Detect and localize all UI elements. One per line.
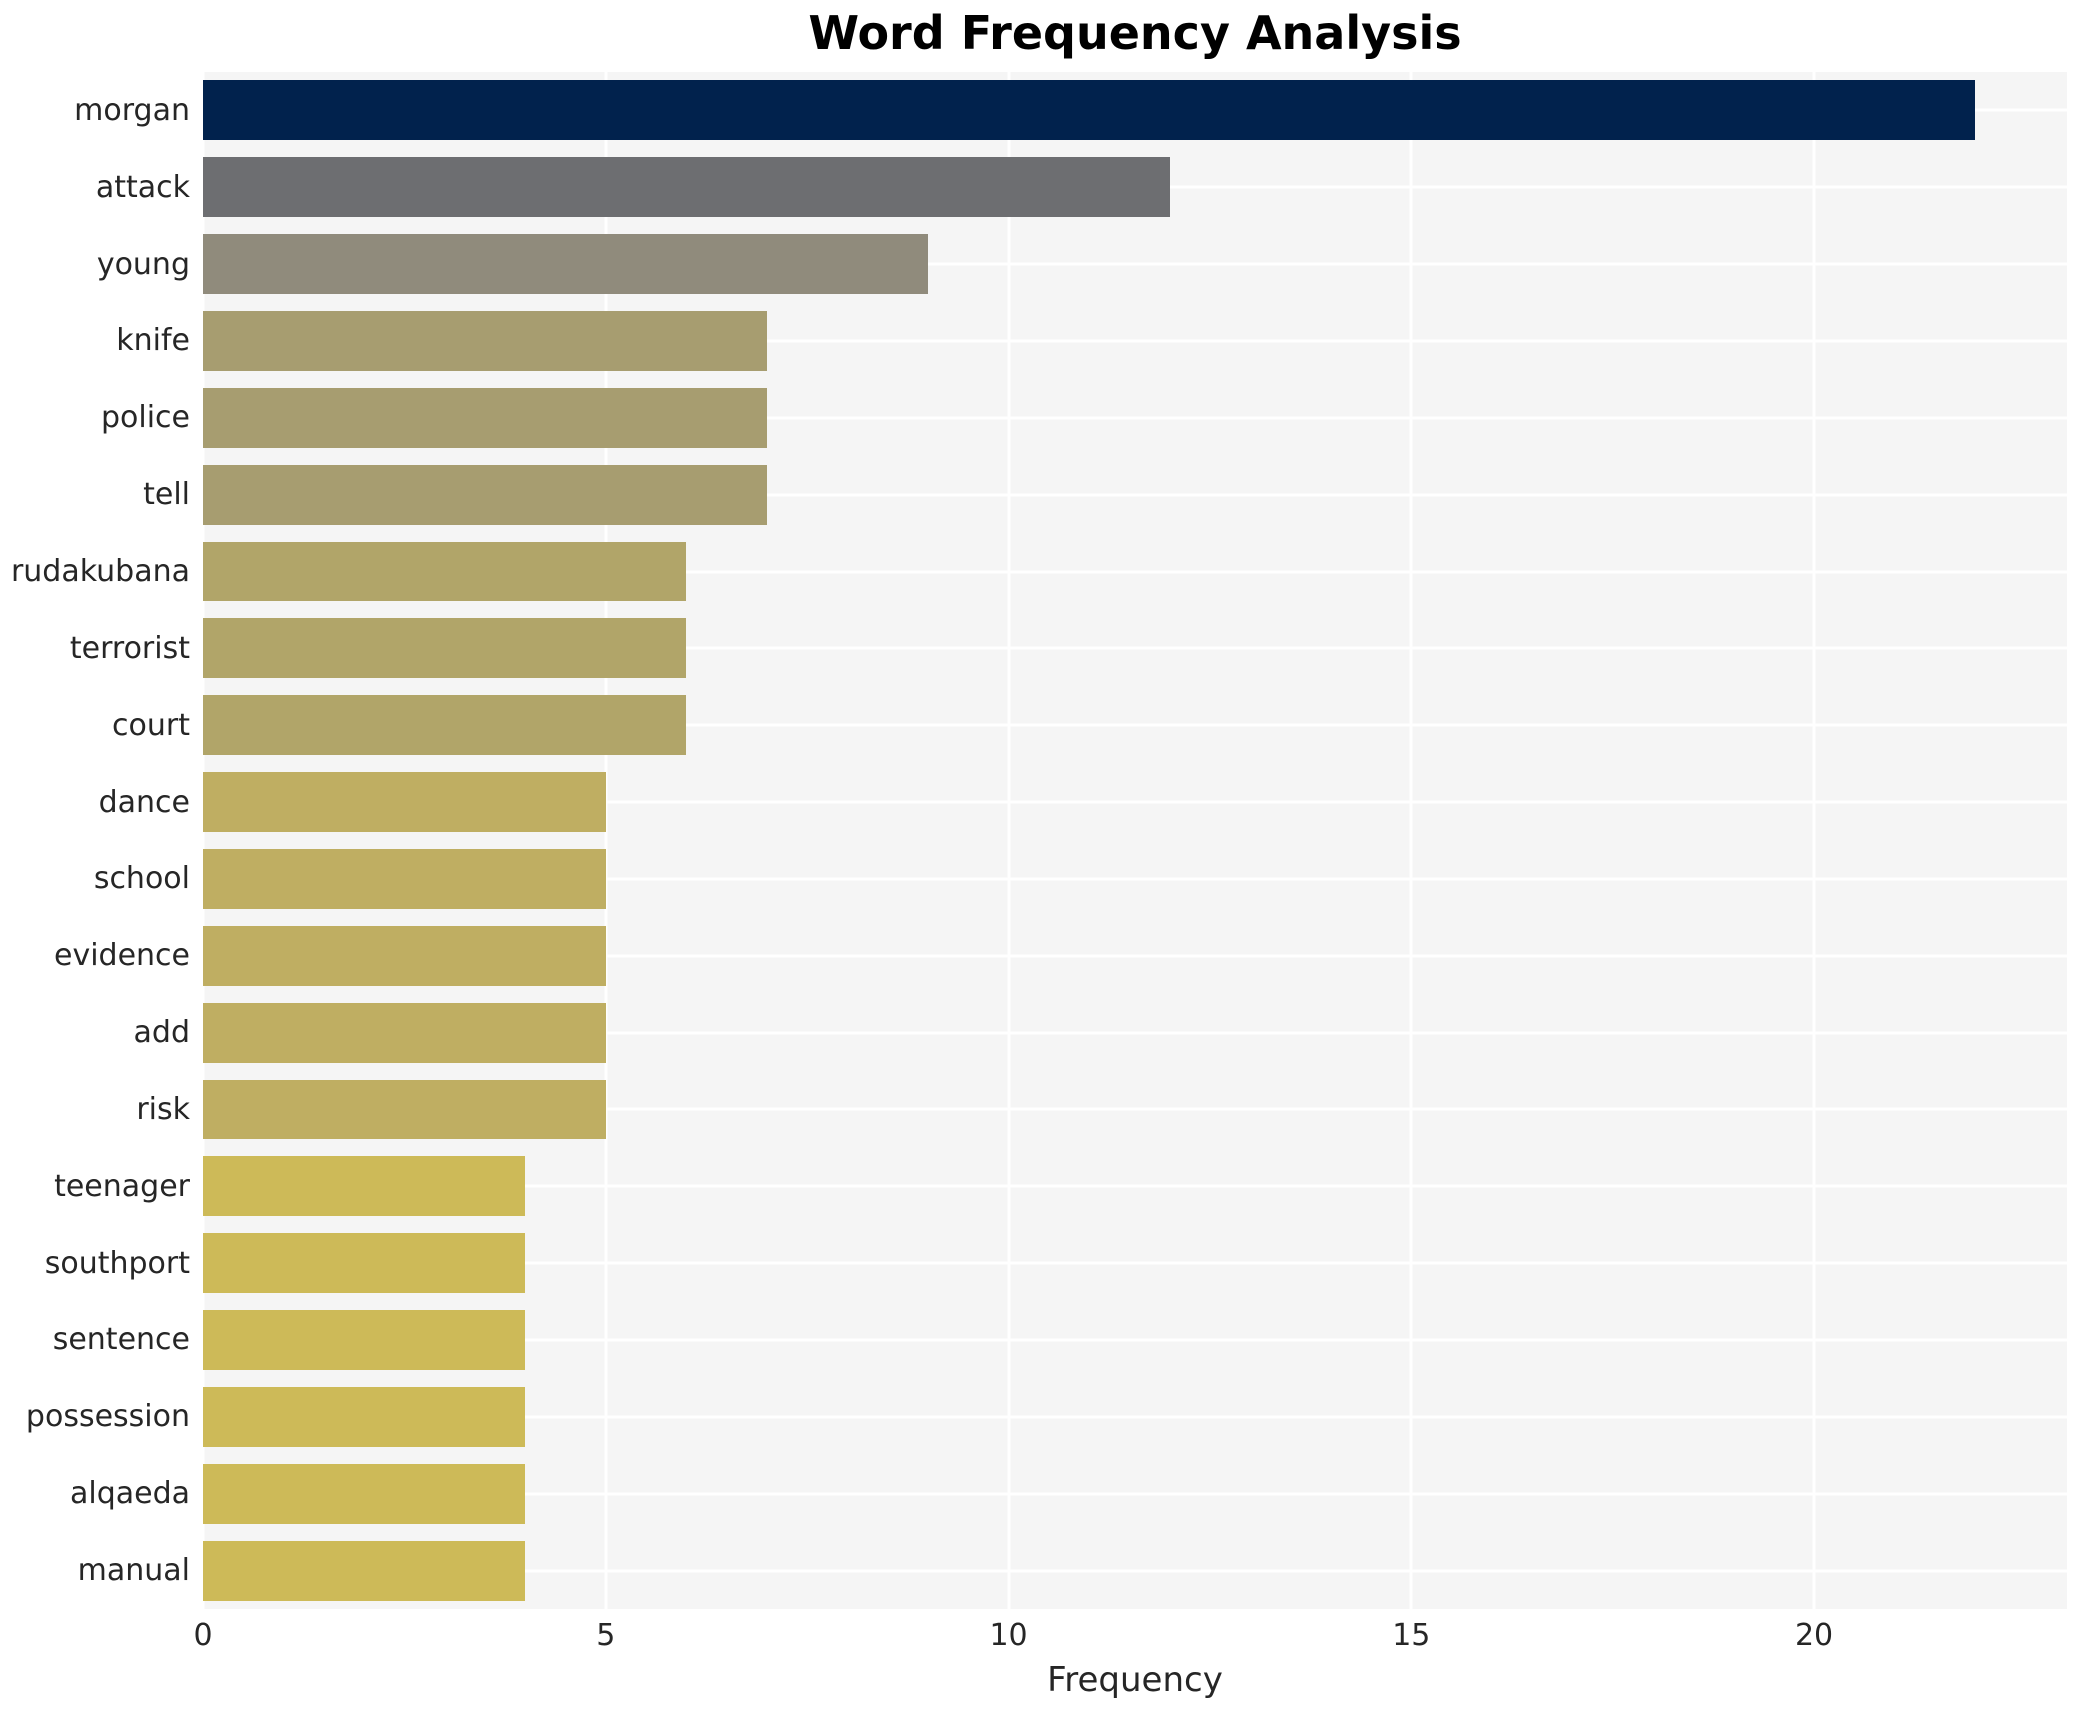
gridline-y-tell (203, 493, 2067, 497)
gridline-y-young (203, 262, 2067, 266)
bar-court (203, 695, 687, 756)
chart-title: Word Frequency Analysis (808, 6, 1462, 60)
bar-evidence (203, 925, 606, 986)
gridline-y-dance (203, 800, 2067, 804)
x-tick-label-5: 5 (596, 1618, 616, 1653)
x-tick-label-10: 10 (989, 1618, 1028, 1653)
bar-manual (203, 1540, 526, 1601)
category-label-tell: tell (143, 477, 190, 513)
bar-dance (203, 772, 606, 833)
category-label-attack: attack (95, 169, 190, 205)
category-label-add: add (133, 1015, 190, 1051)
bar-tell (203, 464, 767, 525)
category-label-evidence: evidence (53, 938, 190, 974)
gridline-y-terrorist (203, 646, 2067, 650)
gridline-y-teenager (203, 1184, 2067, 1188)
gridline-y-add (203, 1031, 2067, 1035)
bar-risk (203, 1079, 606, 1140)
category-label-rudakubana: rudakubana (10, 553, 190, 589)
bar-knife (203, 311, 767, 371)
bar-teenager (203, 1156, 526, 1217)
bar-school (203, 848, 606, 909)
x-tick-label-20: 20 (1794, 1618, 1834, 1653)
category-label-teenager: teenager (54, 1168, 190, 1204)
category-label-dance: dance (98, 784, 190, 820)
gridline-y-risk (203, 1107, 2067, 1111)
bar-rudakubana (203, 541, 687, 602)
bar-morgan (203, 80, 1976, 141)
gridline-x-0 (201, 72, 205, 1609)
bar-southport (203, 1233, 526, 1294)
bar-young (203, 234, 928, 295)
x-tick-label-0: 0 (193, 1618, 213, 1653)
bar-possession (203, 1386, 526, 1447)
gridline-y-rudakubana (203, 570, 2067, 574)
gridline-y-knife (203, 339, 2067, 343)
category-label-alqaeda: alqaeda (69, 1476, 190, 1512)
category-label-morgan: morgan (74, 92, 190, 128)
bar-police (203, 387, 767, 448)
category-label-risk: risk (136, 1091, 190, 1127)
gridline-y-school (203, 877, 2067, 881)
gridline-y-southport (203, 1261, 2067, 1265)
category-label-police: police (100, 400, 190, 436)
category-labels: morgan attack young knife police tell rudakuba… (0, 72, 190, 1609)
category-label-school: school (93, 861, 190, 897)
gridline-y-court (203, 723, 2067, 727)
gridline-y-police (203, 416, 2067, 420)
gridline-x-20 (1812, 72, 1816, 1609)
category-label-court: court (112, 707, 190, 743)
gridline-y-alqaeda (203, 1492, 2067, 1496)
bar-attack (203, 157, 1170, 218)
x-tick-label-15: 15 (1392, 1618, 1431, 1653)
gridline-y-manual (203, 1569, 2067, 1573)
category-label-terrorist: terrorist (69, 630, 190, 666)
category-label-manual: manual (77, 1552, 190, 1588)
category-label-possession: possession (25, 1399, 190, 1435)
category-label-young: young (96, 246, 190, 282)
bar-terrorist (203, 618, 687, 679)
bar-add (203, 1002, 606, 1063)
x-axis-ticks: 0 5 10 15 20 (193, 1618, 2067, 1660)
category-label-sentence: sentence (52, 1322, 190, 1358)
gridline-x-15 (1409, 72, 1413, 1609)
gridline-x-10 (1007, 72, 1011, 1609)
bar-sentence (203, 1310, 526, 1370)
plot-area (201, 72, 2067, 1609)
gridline-y-sentence (203, 1338, 2067, 1342)
category-label-southport: southport (44, 1245, 190, 1281)
gridline-y-evidence (203, 954, 2067, 958)
category-label-knife: knife (116, 323, 190, 359)
x-axis-label: Frequency (1047, 1660, 1223, 1700)
gridline-x-5 (604, 72, 608, 1609)
gridline-y-possession (203, 1415, 2067, 1419)
bar-alqaeda (203, 1463, 526, 1524)
